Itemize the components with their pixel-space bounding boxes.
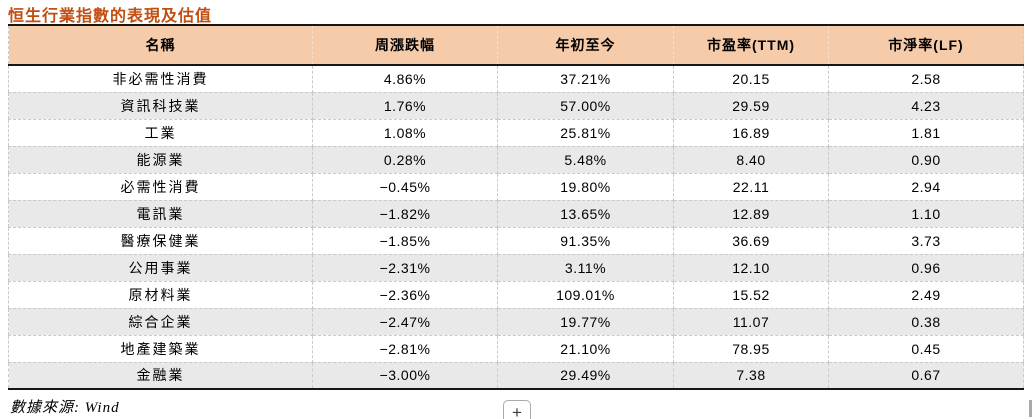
- table-row: 非必需性消費 4.86% 37.21% 20.15 2.58: [8, 64, 1024, 93]
- table-row: 能源業 0.28% 5.48% 8.40 0.90: [8, 145, 1024, 174]
- value-cell: 3.73: [828, 226, 1024, 255]
- value-cell: 109.01%: [497, 280, 674, 309]
- value-cell: 11.07: [673, 307, 829, 336]
- industry-name-cell: 能源業: [8, 145, 313, 174]
- value-cell: 0.28%: [312, 145, 498, 174]
- value-cell: 19.77%: [497, 307, 674, 336]
- industry-name-cell: 資訊科技業: [8, 91, 313, 120]
- value-cell: 12.10: [673, 253, 829, 282]
- value-cell: 37.21%: [497, 64, 674, 93]
- table-row: 資訊科技業 1.76% 57.00% 29.59 4.23: [8, 91, 1024, 120]
- expand-button[interactable]: +: [503, 400, 531, 419]
- value-cell: 4.23: [828, 91, 1024, 120]
- value-cell: 29.49%: [497, 361, 674, 390]
- value-cell: −1.85%: [312, 226, 498, 255]
- column-header-weekly-change: 周漲跌幅: [312, 25, 498, 66]
- value-cell: 2.94: [828, 172, 1024, 201]
- industry-name-cell: 工業: [8, 118, 313, 147]
- value-cell: 3.11%: [497, 253, 674, 282]
- table-row: 醫療保健業 −1.85% 91.35% 36.69 3.73: [8, 226, 1024, 255]
- column-header-pb-lf: 市淨率(LF): [828, 25, 1024, 66]
- value-cell: −2.31%: [312, 253, 498, 282]
- header-row: 名稱 周漲跌幅 年初至今 市盈率(TTM) 市淨率(LF): [8, 25, 1024, 66]
- value-cell: 8.40: [673, 145, 829, 174]
- value-cell: 78.95: [673, 334, 829, 363]
- table-row: 工業 1.08% 25.81% 16.89 1.81: [8, 118, 1024, 147]
- industry-name-cell: 綜合企業: [8, 307, 313, 336]
- value-cell: 1.10: [828, 199, 1024, 228]
- industry-name-cell: 金融業: [8, 361, 313, 390]
- value-cell: 7.38: [673, 361, 829, 390]
- column-header-name: 名稱: [8, 25, 313, 66]
- table-header: 名稱 周漲跌幅 年初至今 市盈率(TTM) 市淨率(LF): [8, 25, 1024, 66]
- table-body: 非必需性消費 4.86% 37.21% 20.15 2.58 資訊科技業 1.76% 57.0…: [8, 64, 1024, 390]
- table-row: 電訊業 −1.82% 13.65% 12.89 1.10: [8, 199, 1024, 228]
- industry-name-cell: 必需性消費: [8, 172, 313, 201]
- value-cell: 21.10%: [497, 334, 674, 363]
- value-cell: 12.89: [673, 199, 829, 228]
- value-cell: 5.48%: [497, 145, 674, 174]
- scrollbar-thumb[interactable]: [1029, 400, 1032, 417]
- column-header-ytd: 年初至今: [497, 25, 674, 66]
- value-cell: 16.89: [673, 118, 829, 147]
- value-cell: 13.65%: [497, 199, 674, 228]
- industry-index-table: 名稱 周漲跌幅 年初至今 市盈率(TTM) 市淨率(LF) 非必需性消費 4.86…: [8, 24, 1024, 390]
- value-cell: 1.81: [828, 118, 1024, 147]
- table-row: 公用事業 −2.31% 3.11% 12.10 0.96: [8, 253, 1024, 282]
- value-cell: −2.47%: [312, 307, 498, 336]
- value-cell: 0.38: [828, 307, 1024, 336]
- industry-name-cell: 地產建築業: [8, 334, 313, 363]
- value-cell: 19.80%: [497, 172, 674, 201]
- value-cell: 1.08%: [312, 118, 498, 147]
- data-source-note: 數據來源: Wind: [10, 400, 120, 416]
- value-cell: 0.90: [828, 145, 1024, 174]
- value-cell: 2.58: [828, 64, 1024, 93]
- industry-name-cell: 電訊業: [8, 199, 313, 228]
- value-cell: −2.36%: [312, 280, 498, 309]
- page-title: 恒生行業指數的表現及估值: [8, 8, 213, 25]
- table-row: 綜合企業 −2.47% 19.77% 11.07 0.38: [8, 307, 1024, 336]
- value-cell: 29.59: [673, 91, 829, 120]
- value-cell: 0.96: [828, 253, 1024, 282]
- table-row: 必需性消費 −0.45% 19.80% 22.11 2.94: [8, 172, 1024, 201]
- value-cell: 22.11: [673, 172, 829, 201]
- value-cell: 20.15: [673, 64, 829, 93]
- value-cell: 0.45: [828, 334, 1024, 363]
- value-cell: −3.00%: [312, 361, 498, 390]
- value-cell: 91.35%: [497, 226, 674, 255]
- industry-name-cell: 公用事業: [8, 253, 313, 282]
- value-cell: −1.82%: [312, 199, 498, 228]
- industry-name-cell: 原材料業: [8, 280, 313, 309]
- value-cell: 0.67: [828, 361, 1024, 390]
- table-row: 金融業 −3.00% 29.49% 7.38 0.67: [8, 361, 1024, 390]
- value-cell: −0.45%: [312, 172, 498, 201]
- value-cell: 15.52: [673, 280, 829, 309]
- value-cell: 57.00%: [497, 91, 674, 120]
- value-cell: 25.81%: [497, 118, 674, 147]
- value-cell: 2.49: [828, 280, 1024, 309]
- value-cell: 36.69: [673, 226, 829, 255]
- column-header-pe-ttm: 市盈率(TTM): [673, 25, 829, 66]
- value-cell: −2.81%: [312, 334, 498, 363]
- value-cell: 4.86%: [312, 64, 498, 93]
- table-row: 原材料業 −2.36% 109.01% 15.52 2.49: [8, 280, 1024, 309]
- table-row: 地產建築業 −2.81% 21.10% 78.95 0.45: [8, 334, 1024, 363]
- industry-name-cell: 醫療保健業: [8, 226, 313, 255]
- industry-name-cell: 非必需性消費: [8, 64, 313, 93]
- value-cell: 1.76%: [312, 91, 498, 120]
